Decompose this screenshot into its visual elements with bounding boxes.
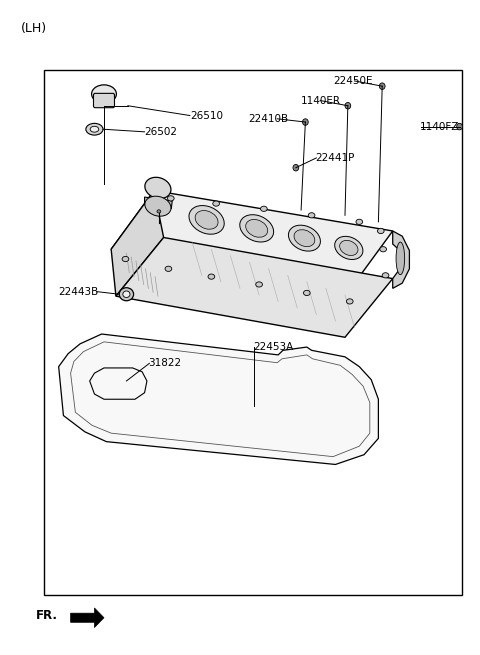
Text: FR.: FR. <box>36 609 58 622</box>
Ellipse shape <box>240 215 274 242</box>
Text: 26510: 26510 <box>190 111 223 121</box>
Ellipse shape <box>377 229 384 234</box>
Ellipse shape <box>303 290 310 295</box>
Ellipse shape <box>356 219 363 225</box>
Text: 31822: 31822 <box>148 358 181 368</box>
Text: 1140ER: 1140ER <box>301 96 341 105</box>
Text: 22443B: 22443B <box>59 287 99 297</box>
Ellipse shape <box>302 119 308 125</box>
Ellipse shape <box>256 282 263 287</box>
Polygon shape <box>144 197 172 209</box>
Ellipse shape <box>157 210 161 213</box>
Ellipse shape <box>396 242 405 274</box>
Text: 22450E: 22450E <box>333 76 372 86</box>
Polygon shape <box>59 334 378 464</box>
Text: 22410B: 22410B <box>249 114 288 124</box>
Ellipse shape <box>90 126 99 132</box>
Polygon shape <box>393 231 409 288</box>
Ellipse shape <box>189 206 224 234</box>
Ellipse shape <box>145 178 171 198</box>
Ellipse shape <box>379 83 385 90</box>
Ellipse shape <box>293 164 299 171</box>
Ellipse shape <box>168 196 174 201</box>
Ellipse shape <box>335 236 363 259</box>
Ellipse shape <box>213 201 219 206</box>
Polygon shape <box>71 608 104 627</box>
Text: 1140FZ: 1140FZ <box>420 122 459 132</box>
Ellipse shape <box>347 299 353 304</box>
Ellipse shape <box>288 225 321 251</box>
Ellipse shape <box>119 288 133 301</box>
Ellipse shape <box>122 256 129 261</box>
Ellipse shape <box>208 274 215 279</box>
Ellipse shape <box>92 85 116 103</box>
Text: (LH): (LH) <box>21 22 47 35</box>
Ellipse shape <box>294 230 315 246</box>
Ellipse shape <box>195 210 218 229</box>
Polygon shape <box>116 238 393 337</box>
Ellipse shape <box>145 196 171 216</box>
Ellipse shape <box>380 247 386 252</box>
Ellipse shape <box>308 213 315 218</box>
Polygon shape <box>111 191 393 296</box>
Text: 22441P: 22441P <box>315 153 355 163</box>
Ellipse shape <box>456 123 462 130</box>
Ellipse shape <box>345 102 351 109</box>
Bar <box>44 70 462 595</box>
Ellipse shape <box>86 123 103 135</box>
Ellipse shape <box>123 291 130 297</box>
Ellipse shape <box>340 240 358 255</box>
Polygon shape <box>111 191 164 296</box>
Text: 26502: 26502 <box>144 127 178 137</box>
Ellipse shape <box>261 206 267 212</box>
FancyBboxPatch shape <box>94 94 115 107</box>
Ellipse shape <box>246 219 268 237</box>
Ellipse shape <box>382 272 389 278</box>
Ellipse shape <box>165 266 172 271</box>
Text: 22453A: 22453A <box>253 342 294 352</box>
